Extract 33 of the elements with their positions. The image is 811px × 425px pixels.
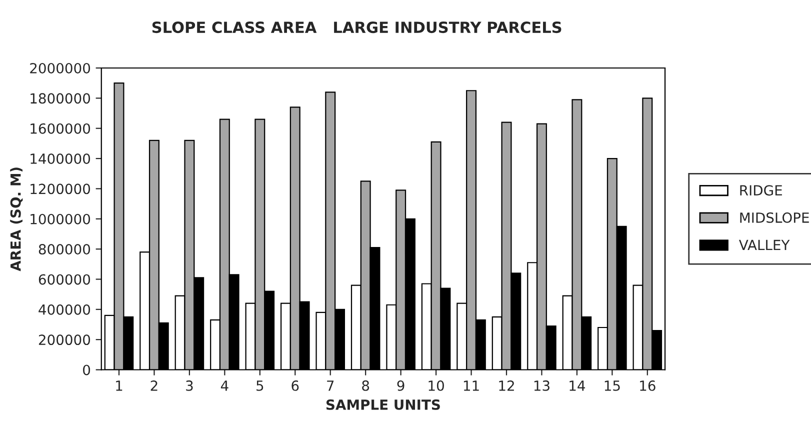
x-tick-label: 4 bbox=[220, 380, 228, 391]
y-tick-label: 600000 bbox=[38, 274, 90, 285]
y-tick-label: 0 bbox=[83, 364, 90, 376]
y-tick-label: 1200000 bbox=[30, 184, 90, 194]
y-tick-label: 200000 bbox=[38, 334, 90, 346]
x-tick-label: 9 bbox=[397, 380, 404, 391]
x-tick-label: 15 bbox=[604, 380, 620, 391]
x-tick-label: 14 bbox=[570, 380, 586, 391]
x-axis-title: SAMPLE UNITS bbox=[326, 399, 440, 410]
y-axis-title: AREA (SQ. M) bbox=[10, 168, 23, 272]
y-tick-label: 800000 bbox=[38, 244, 90, 255]
legend-label: VALLEY bbox=[738, 240, 790, 250]
legend-label: RIDGE bbox=[740, 185, 782, 196]
y-tick-label: 1000000 bbox=[30, 214, 90, 224]
x-tick-label: 8 bbox=[362, 380, 370, 391]
y-tick-label: 2000000 bbox=[30, 62, 90, 74]
x-tick-label: 2 bbox=[150, 380, 158, 391]
x-tick-label: 7 bbox=[327, 380, 334, 391]
x-tick-label: 13 bbox=[534, 380, 550, 391]
chart-title: SLOPE CLASS AREA LARGE INDUSTRY PARCELS bbox=[152, 22, 562, 34]
y-tick-label: 1400000 bbox=[30, 153, 90, 164]
x-tick-label: 16 bbox=[640, 380, 656, 391]
x-tick-label: 10 bbox=[428, 380, 444, 391]
legend-label: MIDSLOPE bbox=[740, 212, 809, 223]
y-tick-label: 1800000 bbox=[30, 93, 90, 104]
x-tick-label: 12 bbox=[499, 380, 514, 391]
y-tick-label: 1600000 bbox=[30, 123, 90, 134]
x-tick-label: 1 bbox=[116, 380, 122, 391]
x-tick-label: 3 bbox=[186, 380, 193, 391]
x-tick-label: 6 bbox=[292, 380, 299, 391]
x-tick-label: 5 bbox=[256, 380, 264, 391]
y-tick-label: 400000 bbox=[38, 304, 90, 315]
x-tick-label: 11 bbox=[464, 380, 479, 391]
